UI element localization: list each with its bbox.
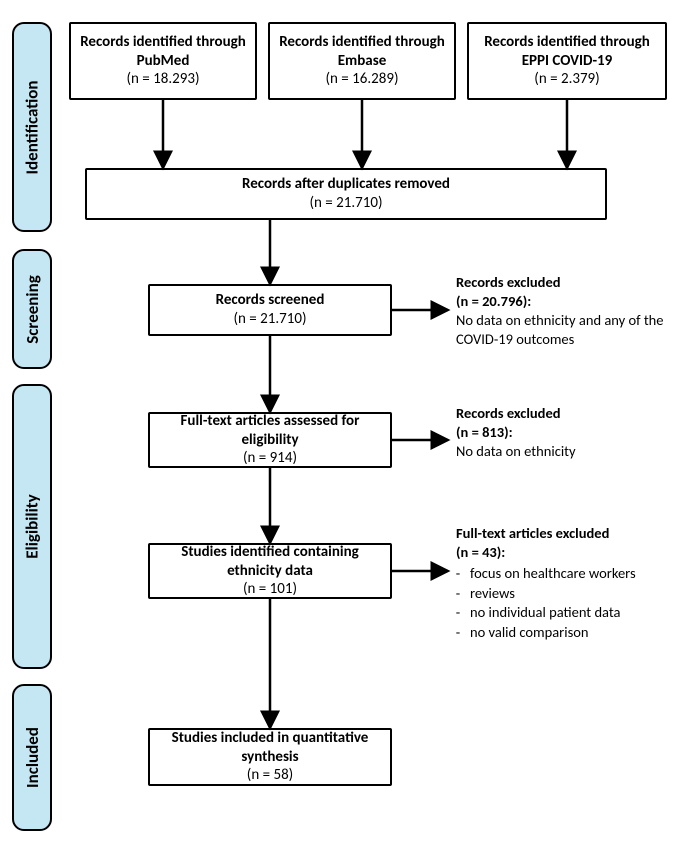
stage-eligibility: Eligibility xyxy=(12,384,52,669)
exclusion-title: Full-text articles excluded xyxy=(456,524,609,542)
exclusion-item: focus on healthcare workers xyxy=(470,564,670,583)
exclusion-fulltext: Records excluded (n = 813): No data on e… xyxy=(452,404,670,461)
box-ethnicity: Studies identified containing ethnicity … xyxy=(148,543,392,599)
exclusion-n: (n = 43): xyxy=(456,543,505,561)
stage-label-text: Eligibility xyxy=(22,494,43,558)
exclusion-list: focus on healthcare workers reviews no i… xyxy=(470,564,670,642)
box-title: Studies identified containing ethnicity … xyxy=(158,543,382,581)
exclusion-item: no valid comparison xyxy=(470,623,670,642)
box-screened: Records screened (n = 21.710) xyxy=(148,284,392,336)
box-count: (n = 2.379) xyxy=(534,70,599,89)
box-count: (n = 21.710) xyxy=(309,194,382,213)
box-title: Studies included in quantitative synthes… xyxy=(158,729,382,767)
box-count: (n = 16.289) xyxy=(325,70,398,89)
box-title: Records identified through PubMed xyxy=(79,33,247,71)
exclusion-desc: No data on ethnicity xyxy=(456,442,576,460)
box-title: Full-text articles assessed for eligibil… xyxy=(158,412,382,450)
exclusion-ethnicity: Full-text articles excluded (n = 43): fo… xyxy=(452,524,670,643)
box-count: (n = 18.293) xyxy=(126,70,199,89)
exclusion-title: Records excluded xyxy=(456,404,561,422)
box-title: Records screened xyxy=(216,291,325,310)
box-title: Records identified through Embase xyxy=(278,33,446,71)
stage-identification: Identification xyxy=(12,22,52,232)
box-pubmed: Records identified through PubMed (n = 1… xyxy=(69,22,257,100)
box-dedup: Records after duplicates removed (n = 21… xyxy=(85,168,607,220)
exclusion-item: no individual patient data xyxy=(470,603,670,622)
stage-label-text: Screening xyxy=(22,275,43,344)
exclusion-item: reviews xyxy=(470,584,670,603)
prisma-flowchart: Identification Screening Eligibility Inc… xyxy=(12,12,677,841)
box-title: Records after duplicates removed xyxy=(242,175,450,194)
box-count: (n = 914) xyxy=(243,449,297,468)
stage-included: Included xyxy=(12,684,52,831)
box-final: Studies included in quantitative synthes… xyxy=(148,728,392,786)
box-count: (n = 58) xyxy=(247,766,293,785)
exclusion-n: (n = 813): xyxy=(456,423,513,441)
exclusion-title: Records excluded xyxy=(456,273,561,291)
exclusion-screened: Records excluded (n = 20.796): No data o… xyxy=(452,273,670,348)
stage-label-text: Identification xyxy=(22,80,43,174)
stage-screening: Screening xyxy=(12,249,52,369)
box-count: (n = 101) xyxy=(243,580,297,599)
box-title: Records identified through EPPI COVID-19 xyxy=(477,33,657,71)
exclusion-n: (n = 20.796): xyxy=(456,292,531,310)
box-fulltext: Full-text articles assessed for eligibil… xyxy=(148,412,392,468)
stage-label-text: Included xyxy=(22,727,43,788)
box-eppi: Records identified through EPPI COVID-19… xyxy=(467,22,667,100)
exclusion-desc: No data on ethnicity and any of the COVI… xyxy=(456,311,664,348)
box-count: (n = 21.710) xyxy=(233,310,306,329)
box-embase: Records identified through Embase (n = 1… xyxy=(268,22,456,100)
